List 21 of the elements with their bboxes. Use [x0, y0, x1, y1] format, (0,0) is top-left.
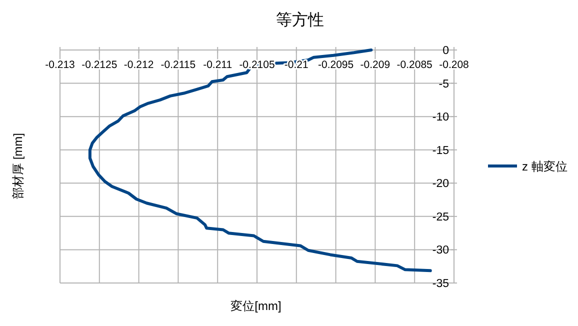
y-tick-label: -15: [432, 144, 449, 157]
y-axis-title: 部材厚 [mm]: [11, 133, 25, 199]
y-tick-label: -25: [432, 211, 449, 224]
x-tick-label: -0.213: [45, 59, 76, 71]
chart-title: 等方性: [276, 11, 324, 29]
y-tick-label: -20: [432, 178, 449, 190]
y-tick-label: -5: [438, 78, 449, 90]
x-tick-label: -0.209: [360, 59, 390, 71]
x-tick-label: -0.208: [439, 59, 470, 71]
y-tick-label: -10: [432, 112, 449, 124]
legend-label: z 軸変位: [522, 160, 568, 174]
x-tick-label: -0.2125: [82, 59, 118, 71]
x-tick-label: -0.2095: [318, 59, 354, 71]
x-tick-label: -0.211: [203, 59, 232, 71]
x-tick-label: -0.2085: [396, 59, 433, 71]
x-tick-label: -0.2115: [160, 59, 196, 71]
y-tick-label: 0: [442, 45, 449, 57]
y-tick-label: -30: [432, 244, 449, 257]
x-axis-title: 変位[mm]: [230, 299, 282, 313]
y-tick-label: -35: [432, 278, 449, 290]
x-tick-label: -0.212: [124, 59, 154, 71]
